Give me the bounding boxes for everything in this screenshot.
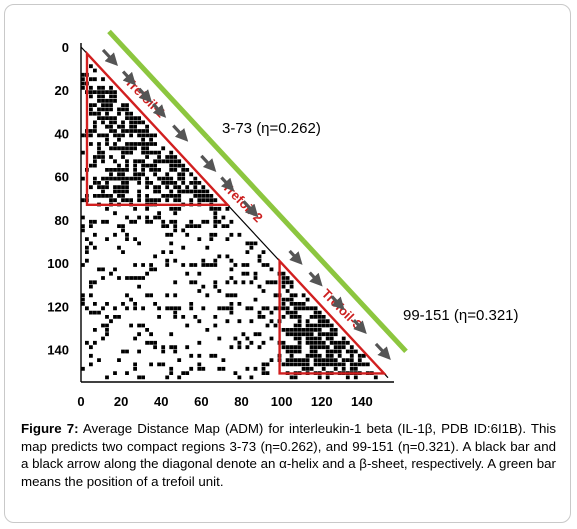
- beta-strand-arrow: [330, 295, 345, 311]
- trefoil-bar-2: [205, 135, 306, 243]
- beta-strand-arrow: [172, 124, 189, 142]
- x-tick-label: 100: [271, 394, 293, 409]
- beta-strand-arrows: [101, 48, 391, 360]
- x-tick-label: 140: [351, 394, 373, 409]
- region-label-1: 3-73 (η=0.262): [222, 120, 321, 137]
- tick-labels: 0 20 40 60 80 100 120 140 0 20 40 60 80 100 120 140: [47, 40, 372, 409]
- region-label-2: 99-151 (η=0.321): [403, 307, 519, 324]
- y-tick-label: 100: [47, 256, 69, 271]
- y-tick-label: 80: [55, 213, 69, 228]
- beta-strand-arrow: [242, 200, 259, 218]
- x-tick-label: 40: [154, 394, 168, 409]
- beta-strand-arrow: [121, 70, 137, 86]
- region-labels: 3-73 (η=0.262) 99-151 (η=0.321): [222, 120, 519, 324]
- beta-strand-arrow: [308, 271, 323, 287]
- compact-region-2: [278, 257, 387, 375]
- chart-axes: [80, 43, 394, 383]
- x-tick-label: 80: [234, 394, 248, 409]
- y-tick-label: 0: [62, 40, 69, 55]
- beta-strand-arrow: [152, 102, 167, 118]
- x-tick-label: 0: [77, 394, 84, 409]
- trefoil-bar-1: [107, 29, 210, 140]
- beta-strand-arrow: [200, 154, 217, 172]
- x-tick-label: 120: [311, 394, 333, 409]
- y-tick-label: 20: [55, 83, 69, 98]
- figure-caption: Figure 7: Average Distance Map (ADM) for…: [21, 420, 556, 490]
- y-tick-label: 140: [47, 343, 69, 358]
- beta-strand-arrow: [352, 319, 367, 335]
- x-tick-label: 60: [194, 394, 208, 409]
- y-tick-label: 40: [55, 126, 69, 141]
- x-tick-label: 20: [114, 394, 128, 409]
- trefoil-bar-3: [301, 239, 408, 354]
- caption-text: Average Distance Map (ADM) for interleuk…: [21, 421, 556, 489]
- compact-regions: [85, 50, 387, 375]
- beta-strand-arrow: [374, 342, 391, 360]
- y-tick-label: 120: [47, 299, 69, 314]
- compact-region-1: [85, 50, 231, 207]
- y-tick-label: 60: [55, 170, 69, 185]
- beta-strand-arrow: [288, 249, 303, 265]
- beta-strand-arrow: [220, 176, 235, 192]
- beta-strand-arrow: [101, 48, 118, 67]
- caption-label: Figure 7:: [21, 421, 79, 436]
- beta-strand-arrow: [137, 87, 153, 103]
- contact-cells: [81, 64, 378, 380]
